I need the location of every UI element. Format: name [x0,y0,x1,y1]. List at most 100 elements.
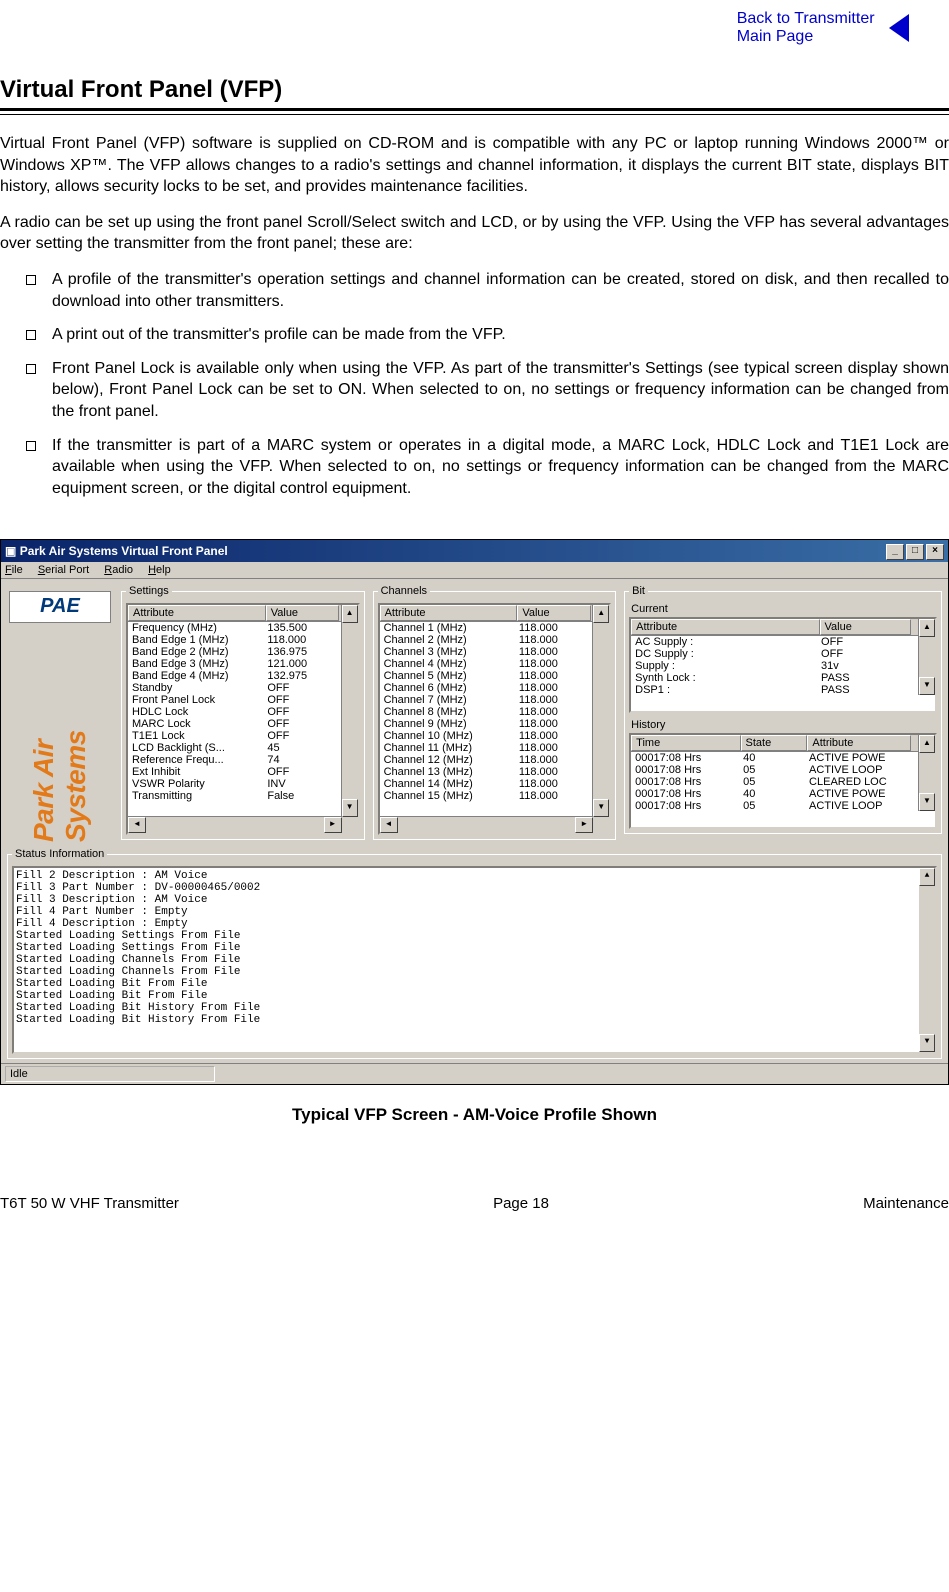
bit-fieldset: Bit Current Attribute Value AC Supply :O… [624,585,942,834]
list-row[interactable]: Band Edge 3 (MHz)121.000 [128,658,358,670]
back-link-line2: Main Page [737,28,814,45]
bullet-item: Front Panel Lock is available only when … [26,358,949,423]
list-row[interactable]: Channel 15 (MHz)118.000 [380,790,610,802]
settings-vscroll[interactable]: ▲▼ [341,605,358,817]
settings-fieldset: Settings Attribute Value Frequency (MHz)… [121,585,365,840]
status-legend: Status Information [12,848,107,860]
status-line: Started Loading Bit History From File [16,1002,933,1014]
list-row[interactable]: MARC LockOFF [128,718,358,730]
status-line: Started Loading Settings From File [16,942,933,954]
pae-logo: PAE [9,591,111,623]
list-row[interactable]: HDLC LockOFF [128,706,358,718]
list-row[interactable]: Band Edge 4 (MHz)132.975 [128,670,358,682]
statusbar-text: Idle [5,1066,215,1082]
page-footer: T6T 50 W VHF Transmitter Page 18 Mainten… [0,1195,949,1212]
channels-fieldset: Channels Attribute Value Channel 1 (MHz)… [373,585,617,840]
list-row[interactable]: Channel 4 (MHz)118.000 [380,658,610,670]
list-row[interactable]: Channel 12 (MHz)118.000 [380,754,610,766]
minimize-button[interactable]: _ [886,544,904,560]
list-row[interactable]: Reference Frequ...74 [128,754,358,766]
bit-legend: Bit [629,585,648,597]
current-hdr-attr: Attribute [631,619,819,635]
figure-caption: Typical VFP Screen - AM-Voice Profile Sh… [0,1105,949,1125]
channels-legend: Channels [378,585,430,597]
list-row[interactable]: Channel 13 (MHz)118.000 [380,766,610,778]
list-row[interactable]: Band Edge 1 (MHz)118.000 [128,634,358,646]
list-row[interactable]: AC Supply :OFF [631,636,935,648]
maximize-button[interactable]: □ [906,544,924,560]
menu-serial-port[interactable]: Serial Port [38,564,89,576]
menu-file[interactable]: File [5,564,23,576]
list-row[interactable]: Channel 6 (MHz)118.000 [380,682,610,694]
intro-para-1: Virtual Front Panel (VFP) software is su… [0,133,949,198]
status-textbox[interactable]: Fill 2 Description : AM VoiceFill 3 Part… [12,866,937,1054]
list-row[interactable]: Channel 9 (MHz)118.000 [380,718,610,730]
list-row[interactable]: 00017:08 Hrs05CLEARED LOC [631,776,935,788]
list-row[interactable]: Frequency (MHz)135.500 [128,622,358,634]
status-line: Started Loading Bit History From File [16,1014,933,1026]
status-line: Started Loading Bit From File [16,978,933,990]
channels-vscroll[interactable]: ▲▼ [592,605,609,817]
statusbar: Idle [1,1063,948,1084]
intro-para-2: A radio can be set up using the front pa… [0,212,949,255]
list-row[interactable]: LCD Backlight (S...45 [128,742,358,754]
current-vscroll[interactable]: ▲▼ [918,619,935,695]
page-title: Virtual Front Panel (VFP) [0,76,949,104]
list-row[interactable]: Channel 1 (MHz)118.000 [380,622,610,634]
list-row[interactable]: Front Panel LockOFF [128,694,358,706]
history-vscroll[interactable]: ▲▼ [918,735,935,811]
list-row[interactable]: Supply :31v [631,660,935,672]
list-row[interactable]: Ext InhibitOFF [128,766,358,778]
list-row[interactable]: Synth Lock :PASS [631,672,935,684]
list-row[interactable]: 00017:08 Hrs05ACTIVE LOOP [631,764,935,776]
list-row[interactable]: T1E1 LockOFF [128,730,358,742]
back-link[interactable]: Back to TransmitterMain Page [737,10,875,46]
titlebar: ▣ Park Air Systems Virtual Front Panel _… [1,540,948,562]
status-line: Started Loading Bit From File [16,990,933,1002]
menubar: File Serial Port Radio Help [1,562,948,579]
status-line: Fill 2 Description : AM Voice [16,870,933,882]
current-hdr-val: Value [820,619,911,635]
channels-hdr-val: Value [517,605,590,621]
status-vscroll[interactable]: ▲▼ [919,868,935,1052]
list-row[interactable]: Channel 7 (MHz)118.000 [380,694,610,706]
list-row[interactable]: Channel 5 (MHz)118.000 [380,670,610,682]
channels-hscroll[interactable]: ◄► [380,816,594,833]
list-row[interactable]: 00017:08 Hrs40ACTIVE POWE [631,788,935,800]
list-row[interactable]: 00017:08 Hrs05ACTIVE LOOP [631,800,935,812]
menu-help[interactable]: Help [148,564,171,576]
settings-hdr-attr: Attribute [128,605,266,621]
menu-radio[interactable]: Radio [104,564,133,576]
history-listbox[interactable]: Time State Attribute 00017:08 Hrs40ACTIV… [629,733,937,829]
current-listbox[interactable]: Attribute Value AC Supply :OFFDC Supply … [629,617,937,713]
settings-hscroll[interactable]: ◄► [128,816,342,833]
list-row[interactable]: StandbyOFF [128,682,358,694]
footer-center: Page 18 [493,1195,549,1212]
bullet-item: A profile of the transmitter's operation… [26,269,949,312]
list-row[interactable]: DSP1 :PASS [631,684,935,696]
list-row[interactable]: Band Edge 2 (MHz)136.975 [128,646,358,658]
window-title: Park Air Systems Virtual Front Panel [20,544,228,558]
close-button[interactable]: × [926,544,944,560]
list-row[interactable]: Channel 2 (MHz)118.000 [380,634,610,646]
list-row[interactable]: Channel 3 (MHz)118.000 [380,646,610,658]
history-label: History [631,719,937,731]
list-row[interactable]: 00017:08 Hrs40ACTIVE POWE [631,752,935,764]
status-fieldset: Status Information Fill 2 Description : … [7,848,942,1059]
list-row[interactable]: Channel 10 (MHz)118.000 [380,730,610,742]
list-row[interactable]: VSWR PolarityINV [128,778,358,790]
heading-rule [0,108,949,115]
list-row[interactable]: DC Supply :OFF [631,648,935,660]
list-row[interactable]: TransmittingFalse [128,790,358,802]
bullet-item: A print out of the transmitter's profile… [26,324,949,346]
status-line: Fill 3 Description : AM Voice [16,894,933,906]
list-row[interactable]: Channel 14 (MHz)118.000 [380,778,610,790]
status-line: Fill 4 Description : Empty [16,918,933,930]
list-row[interactable]: Channel 8 (MHz)118.000 [380,706,610,718]
channels-listbox[interactable]: Attribute Value Channel 1 (MHz)118.000Ch… [378,603,612,835]
window-controls: _□× [884,542,944,560]
settings-listbox[interactable]: Attribute Value Frequency (MHz)135.500Ba… [126,603,360,835]
list-row[interactable]: Channel 11 (MHz)118.000 [380,742,610,754]
status-line: Started Loading Channels From File [16,966,933,978]
bullet-list: A profile of the transmitter's operation… [26,269,949,499]
